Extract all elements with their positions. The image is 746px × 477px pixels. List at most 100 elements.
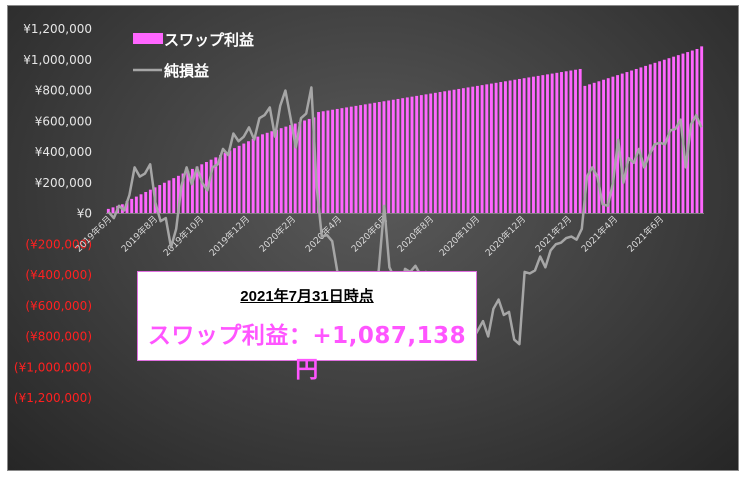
annotation-box: 2021年7月31日時点 スワップ利益：+1,087,138円 — [137, 271, 477, 383]
annotation-date: 2021年7月31日時点 — [240, 288, 374, 305]
swap-bar — [508, 80, 512, 214]
swap-bar — [106, 208, 110, 214]
swap-bar — [415, 95, 419, 214]
swap-bar — [219, 155, 222, 214]
swap-bar — [480, 85, 484, 214]
y-tick-label: (¥200,000) — [25, 237, 92, 251]
x-tick-label: 2020年2月 — [257, 213, 298, 254]
swap-bar — [256, 136, 260, 214]
swap-bar — [265, 132, 269, 214]
swap-bar — [345, 107, 349, 214]
swap-bar — [382, 101, 386, 214]
swap-bar — [536, 75, 540, 214]
swap-bar — [611, 76, 615, 214]
swap-bar — [644, 65, 648, 214]
swap-bar — [312, 117, 316, 214]
x-tick-label: 2020年12月 — [483, 213, 529, 259]
x-tick-label: 2019年12月 — [207, 213, 253, 259]
x-tick-label: 2020年10月 — [437, 213, 483, 259]
swap-bar — [494, 82, 498, 214]
swap-bar — [233, 148, 236, 214]
swap-bar — [662, 59, 666, 214]
swap-bar — [284, 126, 288, 214]
swap-bar — [471, 86, 475, 214]
swap-bar — [489, 83, 493, 214]
swap-bar — [639, 67, 643, 214]
net-profit-line — [107, 86, 703, 354]
swap-bar — [695, 48, 699, 214]
y-tick-label: ¥200,000 — [35, 176, 92, 190]
swap-bar — [293, 123, 297, 214]
swap-bar — [401, 98, 405, 214]
swap-bar — [279, 128, 283, 214]
swap-bar — [405, 97, 409, 214]
swap-bar — [686, 52, 690, 214]
swap-bar — [176, 175, 180, 214]
swap-bar — [349, 106, 353, 214]
y-tick-label: ¥400,000 — [35, 145, 92, 159]
swap-bar — [223, 152, 227, 214]
swap-bar — [331, 109, 335, 214]
swap-bar — [592, 82, 596, 214]
x-tick-label: 2021年6月 — [625, 213, 666, 254]
x-tick-label: 2020年8月 — [395, 213, 436, 254]
legend-label-swap: スワップ利益 — [164, 31, 254, 49]
swap-bar — [648, 64, 652, 214]
swap-bar — [167, 180, 171, 214]
swap-bar — [363, 104, 367, 214]
swap-bar — [583, 85, 587, 214]
swap-bar — [298, 122, 302, 214]
legend-label-net: 純損益 — [164, 62, 209, 80]
y-tick-label: (¥400,000) — [25, 268, 92, 282]
swap-bar — [550, 73, 554, 214]
y-tick-label: ¥800,000 — [35, 84, 92, 98]
swap-bar — [564, 71, 568, 214]
x-tick-label: 2021年4月 — [579, 213, 620, 254]
swap-bar — [485, 84, 489, 214]
swap-bar — [396, 98, 400, 214]
swap-bar — [275, 129, 278, 214]
swap-bar — [443, 91, 447, 214]
swap-bar — [209, 159, 213, 214]
x-tick-label: 2019年8月 — [119, 213, 160, 254]
swap-bar — [676, 55, 680, 214]
swap-bar — [130, 198, 134, 214]
swap-bar — [261, 134, 264, 214]
swap-bar — [578, 68, 582, 214]
y-tick-label: (¥600,000) — [25, 299, 92, 313]
swap-bar — [410, 96, 414, 214]
swap-bar — [354, 105, 358, 214]
swap-bar — [111, 207, 115, 214]
swap-bar — [429, 93, 433, 214]
swap-bar — [560, 72, 563, 214]
swap-bar — [518, 78, 521, 214]
swap-bar — [504, 81, 507, 214]
y-tick-label: (¥800,000) — [25, 330, 92, 344]
swap-bar — [700, 46, 704, 214]
swap-bar — [326, 110, 330, 214]
swap-bar — [247, 141, 250, 214]
swap-bar — [200, 164, 204, 214]
swap-bar — [634, 68, 638, 214]
swap-bar — [335, 108, 339, 214]
swap-bar — [532, 76, 535, 214]
swap-bar — [237, 145, 241, 214]
swap-bar — [387, 100, 391, 214]
swap-bar — [270, 131, 274, 214]
y-tick-label: ¥0 — [77, 207, 92, 221]
x-tick-label: 2019年10月 — [161, 213, 207, 259]
swap-bar — [672, 56, 676, 214]
swap-bar — [653, 62, 657, 214]
swap-bar — [452, 89, 456, 214]
swap-bar — [513, 79, 517, 214]
swap-bar — [368, 103, 372, 214]
y-tick-label: ¥1,200,000 — [23, 22, 92, 36]
swap-bar — [424, 94, 428, 214]
swap-bar — [690, 50, 694, 214]
swap-bar — [373, 102, 377, 214]
swap-bar — [195, 166, 199, 214]
swap-bar — [148, 189, 152, 214]
swap-bar — [438, 92, 442, 214]
swap-bar — [555, 72, 559, 214]
swap-bar — [625, 72, 629, 214]
